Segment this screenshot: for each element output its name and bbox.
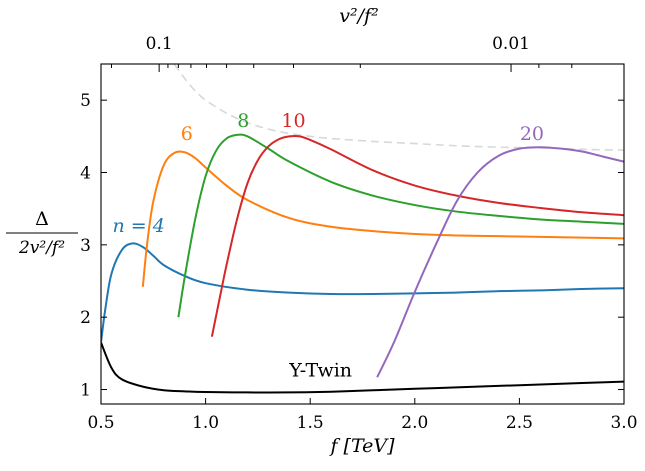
- x-tick-label: 2.5: [506, 413, 533, 433]
- series-line-n10: [210, 134, 624, 337]
- x-tick-label: 2.0: [401, 413, 428, 433]
- plot-frame: [100, 63, 625, 405]
- series-annotations: Y-Twin n = 4 6 8 10 20: [112, 110, 544, 382]
- top-x-axis-title: v²/f²: [339, 5, 378, 27]
- series-line-n20: [376, 146, 624, 378]
- y-tick-label: 5: [80, 91, 91, 111]
- y-axis-title-denominator: 2v²/f²: [18, 238, 65, 258]
- top-tick-label: 0.1: [146, 34, 173, 54]
- series-line-bound: [173, 64, 624, 151]
- series-label-n8: 8: [237, 110, 249, 132]
- x-tick-label: 1.5: [297, 413, 324, 433]
- plot-series: [101, 64, 624, 394]
- y-tick-label: 4: [80, 164, 91, 184]
- x-tick-label: 1.0: [192, 413, 219, 433]
- x-tick-label: 0.5: [87, 413, 114, 433]
- y-tick-label: 2: [80, 308, 91, 328]
- series-line-n6: [141, 150, 624, 287]
- y-tick-label: 1: [80, 381, 91, 401]
- y-axis-title-numerator: Δ: [35, 208, 49, 230]
- series-line-ytwin: [101, 342, 624, 394]
- series-label-ytwin: Y-Twin: [288, 360, 352, 382]
- series-label-n4: n = 4: [112, 215, 164, 237]
- series-label-n20: 20: [520, 123, 544, 145]
- series-line-n4: [101, 242, 624, 343]
- top-x-axis: 0.1 0.01: [110, 34, 573, 72]
- series-label-n10: 10: [281, 110, 305, 132]
- bottom-x-axis: 0.5 1.0 1.5 2.0 2.5 3.0: [87, 398, 638, 433]
- series-label-n6: 6: [181, 123, 193, 145]
- x-tick-label: 3.0: [610, 413, 637, 433]
- x-axis-title: f [TeV]: [328, 435, 395, 457]
- y-tick-label: 3: [80, 236, 91, 256]
- y-axis-title: Δ 2v²/f²: [6, 208, 78, 258]
- left-y-axis: 1 2 3 4 5: [80, 91, 624, 401]
- top-tick-label: 0.01: [492, 34, 530, 54]
- series-line-n8: [177, 133, 624, 318]
